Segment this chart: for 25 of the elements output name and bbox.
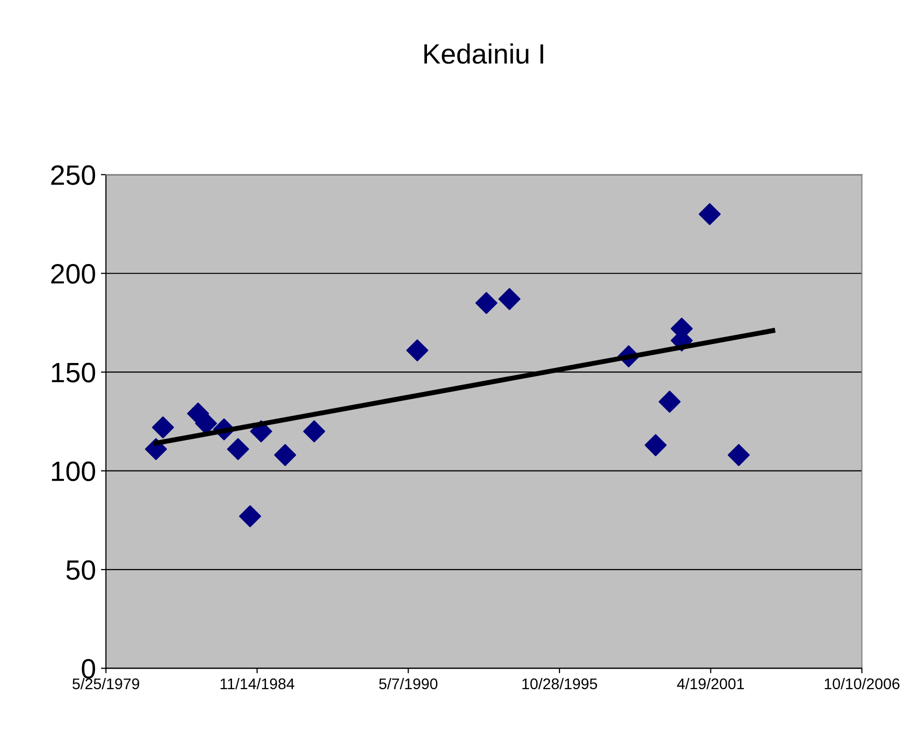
point xyxy=(406,339,428,362)
x-tick-label: 11/14/1984 xyxy=(220,678,294,690)
point xyxy=(698,203,721,226)
point xyxy=(152,416,174,438)
point xyxy=(274,444,296,466)
point xyxy=(728,444,750,466)
point xyxy=(239,505,262,528)
y-tick-label: 200 xyxy=(51,264,96,284)
y-tick-label: 250 xyxy=(51,165,96,185)
point xyxy=(227,438,250,460)
y-tick-label: 50 xyxy=(66,560,96,580)
point xyxy=(658,390,681,413)
x-tick-label: 10/28/1995 xyxy=(522,678,598,690)
x-tick-label: 5/25/1979 xyxy=(72,678,140,690)
point xyxy=(644,434,667,456)
y-tick-label: 150 xyxy=(52,362,96,382)
x-tick-label: 5/7/1990 xyxy=(379,678,438,690)
x-tick-label: 10/10/2006 xyxy=(824,678,900,690)
y-tick-label: 100 xyxy=(52,462,96,482)
point xyxy=(498,288,520,310)
point xyxy=(303,420,326,442)
chart-title: Kedainiu I xyxy=(424,43,544,64)
y-tick-label: 0 xyxy=(82,658,96,679)
x-tick-label: 4/19/2001 xyxy=(677,678,744,690)
point xyxy=(475,292,498,314)
